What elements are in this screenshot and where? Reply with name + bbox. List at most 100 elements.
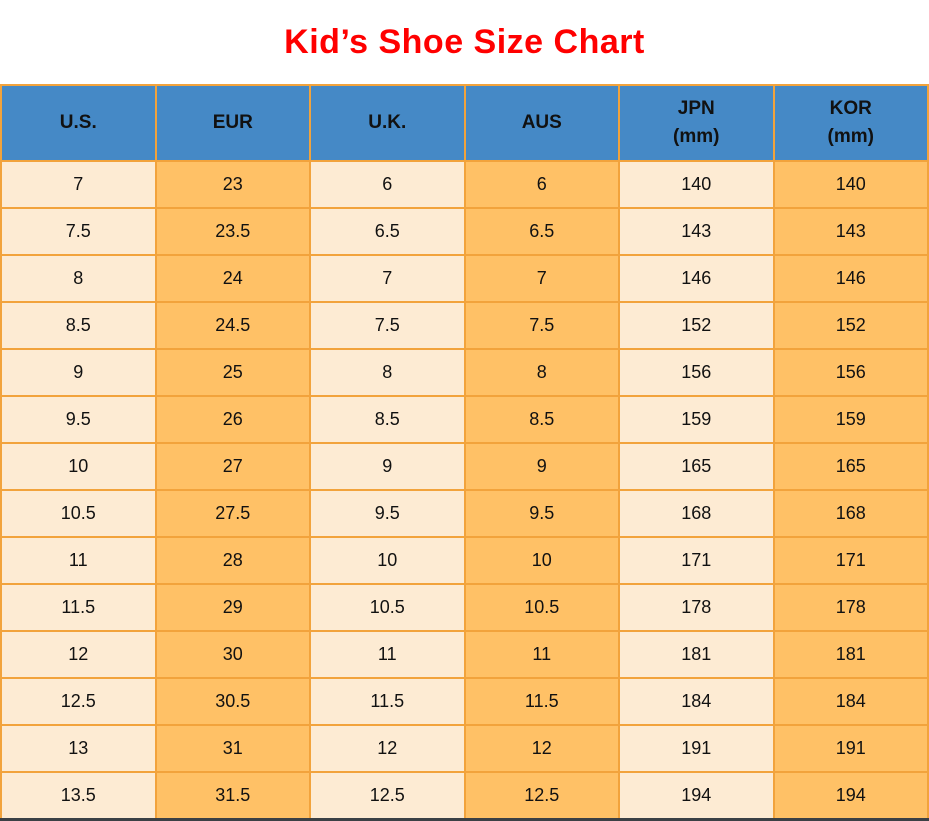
table-cell: 146 <box>618 254 775 303</box>
table-cell: 12.5 <box>0 677 157 726</box>
table-cell: 11 <box>0 536 157 585</box>
table-cell: 12 <box>0 630 157 679</box>
table-row: 7.5 23.5 6.5 6.5 143 143 <box>0 207 929 256</box>
table-cell: 12.5 <box>463 771 620 820</box>
table-cell: 10 <box>309 536 466 585</box>
table-cell: 26 <box>154 395 311 444</box>
column-header-kor: KOR (mm) <box>772 84 929 162</box>
table-cell: 140 <box>618 160 775 209</box>
table-cell: 27.5 <box>154 489 311 538</box>
table-cell: 146 <box>772 254 929 303</box>
column-header-eur: EUR <box>154 84 311 162</box>
table-cell: 165 <box>772 442 929 491</box>
table-cell: 10 <box>0 442 157 491</box>
table-row: 8 24 7 7 146 146 <box>0 254 929 303</box>
table-body: 7 23 6 6 140 140 7.5 23.5 6.5 6.5 143 143 8 24 7 7 146 14… <box>0 160 929 820</box>
table-cell: 28 <box>154 536 311 585</box>
table-cell: 13 <box>0 724 157 773</box>
table-cell: 143 <box>618 207 775 256</box>
table-row: 10.5 27.5 9.5 9.5 168 168 <box>0 489 929 538</box>
table-row: 9 25 8 8 156 156 <box>0 348 929 397</box>
table-row: 7 23 6 6 140 140 <box>0 160 929 209</box>
table-cell: 31.5 <box>154 771 311 820</box>
table-cell: 30 <box>154 630 311 679</box>
table-cell: 12.5 <box>309 771 466 820</box>
table-cell: 9 <box>309 442 466 491</box>
table-row: 12.5 30.5 11.5 11.5 184 184 <box>0 677 929 726</box>
column-header-jpn: JPN (mm) <box>618 84 775 162</box>
table-cell: 8.5 <box>309 395 466 444</box>
table-cell: 9 <box>463 442 620 491</box>
table-cell: 8.5 <box>0 301 157 350</box>
table-cell: 181 <box>772 630 929 679</box>
table-cell: 7.5 <box>463 301 620 350</box>
table-cell: 11 <box>309 630 466 679</box>
table-row: 13 31 12 12 191 191 <box>0 724 929 773</box>
table-cell: 9.5 <box>463 489 620 538</box>
page-title: Kid’s Shoe Size Chart <box>284 22 645 61</box>
table-cell: 11.5 <box>463 677 620 726</box>
table-cell: 6.5 <box>309 207 466 256</box>
table-cell: 24.5 <box>154 301 311 350</box>
table-row: 9.5 26 8.5 8.5 159 159 <box>0 395 929 444</box>
table-row: 12 30 11 11 181 181 <box>0 630 929 679</box>
table-cell: 191 <box>772 724 929 773</box>
table-cell: 12 <box>309 724 466 773</box>
table-cell: 10.5 <box>309 583 466 632</box>
table-cell: 11.5 <box>0 583 157 632</box>
column-header-aus: AUS <box>463 84 620 162</box>
table-cell: 12 <box>463 724 620 773</box>
table-header: U.S. EUR U.K. AUS JPN (mm) KOR (mm) <box>0 84 929 162</box>
table-cell: 191 <box>618 724 775 773</box>
table-cell: 8.5 <box>463 395 620 444</box>
table-cell: 8 <box>0 254 157 303</box>
table-cell: 7.5 <box>309 301 466 350</box>
table-cell: 6 <box>309 160 466 209</box>
table-cell: 8 <box>463 348 620 397</box>
table-row: 8.5 24.5 7.5 7.5 152 152 <box>0 301 929 350</box>
table-cell: 7 <box>463 254 620 303</box>
table-cell: 10.5 <box>0 489 157 538</box>
table-cell: 194 <box>618 771 775 820</box>
table-cell: 11.5 <box>309 677 466 726</box>
table-cell: 156 <box>618 348 775 397</box>
table-cell: 159 <box>772 395 929 444</box>
table-cell: 24 <box>154 254 311 303</box>
table-cell: 27 <box>154 442 311 491</box>
table-cell: 168 <box>772 489 929 538</box>
table-cell: 152 <box>772 301 929 350</box>
table-cell: 159 <box>618 395 775 444</box>
table-cell: 194 <box>772 771 929 820</box>
table-row: 10 27 9 9 165 165 <box>0 442 929 491</box>
table-cell: 10 <box>463 536 620 585</box>
table-cell: 10.5 <box>463 583 620 632</box>
shoe-size-table: U.S. EUR U.K. AUS JPN (mm) KOR (mm) 7 23 6 6 140 1… <box>0 84 929 821</box>
table-cell: 13.5 <box>0 771 157 820</box>
table-cell: 178 <box>772 583 929 632</box>
table-cell: 29 <box>154 583 311 632</box>
header-row: U.S. EUR U.K. AUS JPN (mm) KOR (mm) <box>0 84 929 162</box>
table-cell: 9.5 <box>0 395 157 444</box>
table-cell: 152 <box>618 301 775 350</box>
table-cell: 181 <box>618 630 775 679</box>
column-header-uk: U.K. <box>309 84 466 162</box>
table-cell: 184 <box>618 677 775 726</box>
table-cell: 6.5 <box>463 207 620 256</box>
column-header-us: U.S. <box>0 84 157 162</box>
table-cell: 7.5 <box>0 207 157 256</box>
table-cell: 156 <box>772 348 929 397</box>
table-cell: 143 <box>772 207 929 256</box>
table-cell: 168 <box>618 489 775 538</box>
table-row: 11.5 29 10.5 10.5 178 178 <box>0 583 929 632</box>
table-cell: 8 <box>309 348 466 397</box>
table-cell: 171 <box>772 536 929 585</box>
table-cell: 6 <box>463 160 620 209</box>
table-cell: 11 <box>463 630 620 679</box>
table-cell: 23 <box>154 160 311 209</box>
table-cell: 31 <box>154 724 311 773</box>
table-cell: 23.5 <box>154 207 311 256</box>
table-cell: 9 <box>0 348 157 397</box>
table-cell: 140 <box>772 160 929 209</box>
table-cell: 165 <box>618 442 775 491</box>
